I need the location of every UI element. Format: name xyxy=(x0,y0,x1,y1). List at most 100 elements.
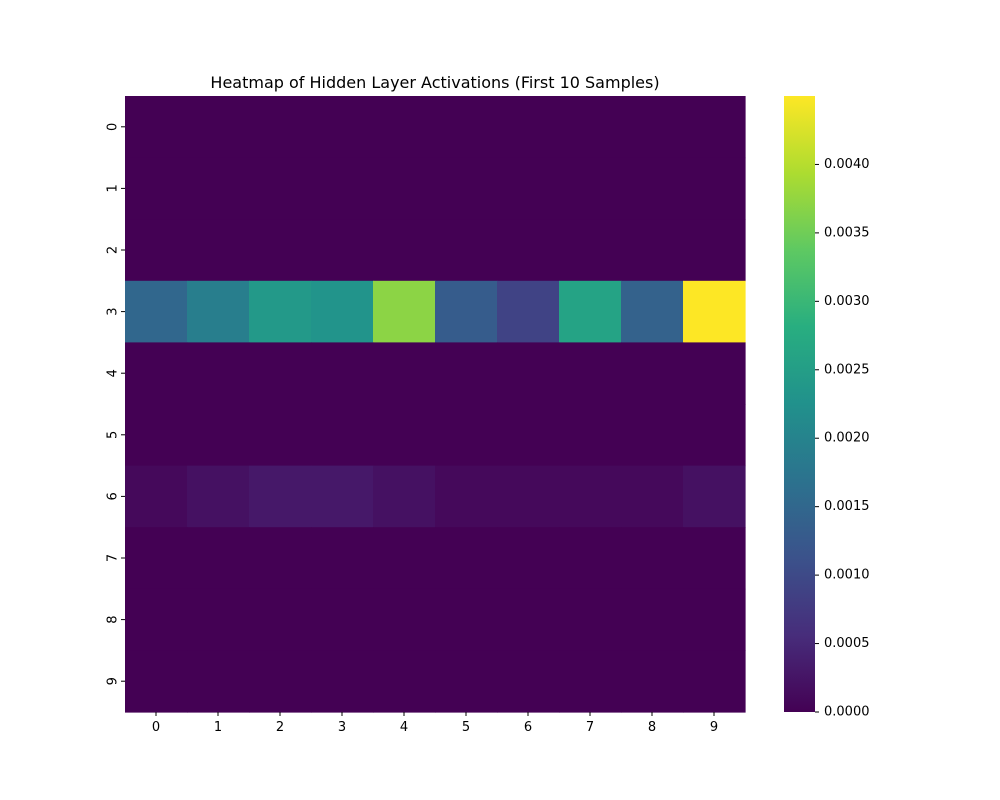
heatmap-cell xyxy=(187,219,250,282)
heatmap-cell xyxy=(125,650,188,713)
heatmap-cell xyxy=(249,404,312,467)
heatmap-cell xyxy=(311,342,374,405)
heatmap-cell xyxy=(187,650,250,713)
x-tick-label: 3 xyxy=(338,720,346,735)
heatmap-cell xyxy=(683,588,746,651)
heatmap-cell xyxy=(187,527,250,590)
heatmap-cell xyxy=(249,342,312,405)
heatmap-cell xyxy=(497,96,560,159)
heatmap-cell xyxy=(621,96,684,159)
heatmap-cell xyxy=(559,465,622,528)
heatmap-cell xyxy=(497,157,560,220)
x-tick-label: 9 xyxy=(710,720,718,735)
heatmap-cell xyxy=(249,527,312,590)
heatmap-cell xyxy=(373,157,436,220)
x-tick-label: 1 xyxy=(214,720,222,735)
heatmap-cells xyxy=(125,96,746,713)
heatmap-cell xyxy=(683,527,746,590)
heatmap-cell xyxy=(311,157,374,220)
colorbar-ticks: 0.0000 0.0005 0.0010 0.0015 0.0020 0.0025 0.00… xyxy=(815,157,870,720)
heatmap-cell xyxy=(249,219,312,282)
heatmap-cell xyxy=(311,219,374,282)
heatmap-cell xyxy=(311,404,374,467)
heatmap-cell xyxy=(497,404,560,467)
heatmap-cell xyxy=(311,650,374,713)
heatmap-cell xyxy=(497,588,560,651)
heatmap-cell xyxy=(621,650,684,713)
heatmap-cell xyxy=(559,280,622,343)
heatmap-cell xyxy=(125,280,188,343)
heatmap-cell xyxy=(125,96,188,159)
heatmap-cell xyxy=(311,527,374,590)
heatmap-cell xyxy=(435,219,498,282)
heatmap-cell xyxy=(497,219,560,282)
heatmap-cell xyxy=(559,650,622,713)
heatmap-cell xyxy=(621,527,684,590)
y-tick-label: 6 xyxy=(106,492,121,500)
x-tick-label: 6 xyxy=(524,720,532,735)
x-tick-label: 2 xyxy=(276,720,284,735)
heatmap-cell xyxy=(373,588,436,651)
y-tick-label: 4 xyxy=(106,369,121,377)
heatmap-cell xyxy=(125,465,188,528)
colorbar-tick-label: 0.0000 xyxy=(824,705,870,720)
heatmap-cell xyxy=(125,157,188,220)
y-tick-label: 3 xyxy=(106,307,121,315)
heatmap-cell xyxy=(435,650,498,713)
heatmap-cell xyxy=(621,157,684,220)
heatmap-cell xyxy=(249,465,312,528)
heatmap-cell xyxy=(125,219,188,282)
heatmap-cell xyxy=(373,404,436,467)
x-tick-label: 5 xyxy=(462,720,470,735)
heatmap-cell xyxy=(683,280,746,343)
y-tick-label: 7 xyxy=(106,554,121,562)
heatmap-cell xyxy=(311,465,374,528)
heatmap-cell xyxy=(187,404,250,467)
heatmap-cell xyxy=(187,465,250,528)
heatmap-cell xyxy=(497,280,560,343)
heatmap-cell xyxy=(311,280,374,343)
heatmap-cell xyxy=(621,280,684,343)
colorbar-tick-label: 0.0005 xyxy=(824,636,870,651)
heatmap-cell xyxy=(373,96,436,159)
x-tick-label: 4 xyxy=(400,720,408,735)
colorbar xyxy=(784,96,815,712)
heatmap-cell xyxy=(559,342,622,405)
heatmap-cell xyxy=(683,157,746,220)
colorbar-tick-label: 0.0010 xyxy=(824,568,870,583)
x-tick-label: 7 xyxy=(586,720,594,735)
heatmap-cell xyxy=(187,588,250,651)
heatmap-cell xyxy=(249,280,312,343)
heatmap-cell xyxy=(249,588,312,651)
heatmap-cell xyxy=(435,404,498,467)
heatmap-cell xyxy=(621,404,684,467)
heatmap-cell xyxy=(373,219,436,282)
heatmap-cell xyxy=(249,157,312,220)
heatmap-cell xyxy=(435,527,498,590)
heatmap-cell xyxy=(125,342,188,405)
y-tick-label: 8 xyxy=(106,615,121,623)
heatmap-cell xyxy=(373,280,436,343)
heatmap-cell xyxy=(187,342,250,405)
heatmap-cell xyxy=(497,650,560,713)
heatmap-cell xyxy=(373,527,436,590)
x-tick-label: 8 xyxy=(648,720,656,735)
heatmap-cell xyxy=(311,588,374,651)
heatmap-cell xyxy=(125,588,188,651)
y-tick-label: 2 xyxy=(106,246,121,254)
heatmap-cell xyxy=(497,527,560,590)
heatmap-cell xyxy=(311,96,374,159)
heatmap-cell xyxy=(683,465,746,528)
heatmap-cell xyxy=(249,650,312,713)
heatmap-cell xyxy=(435,280,498,343)
y-tick-label: 5 xyxy=(106,431,121,439)
heatmap-cell xyxy=(435,96,498,159)
y-tick-label: 0 xyxy=(106,123,121,131)
heatmap-cell xyxy=(125,527,188,590)
colorbar-tick-label: 0.0030 xyxy=(824,294,870,309)
colorbar-tick-label: 0.0035 xyxy=(824,225,870,240)
heatmap-cell xyxy=(125,404,188,467)
heatmap-cell xyxy=(621,342,684,405)
x-axis-ticks: 0 1 2 3 4 5 6 7 8 9 xyxy=(152,712,718,735)
heatmap-cell xyxy=(435,157,498,220)
